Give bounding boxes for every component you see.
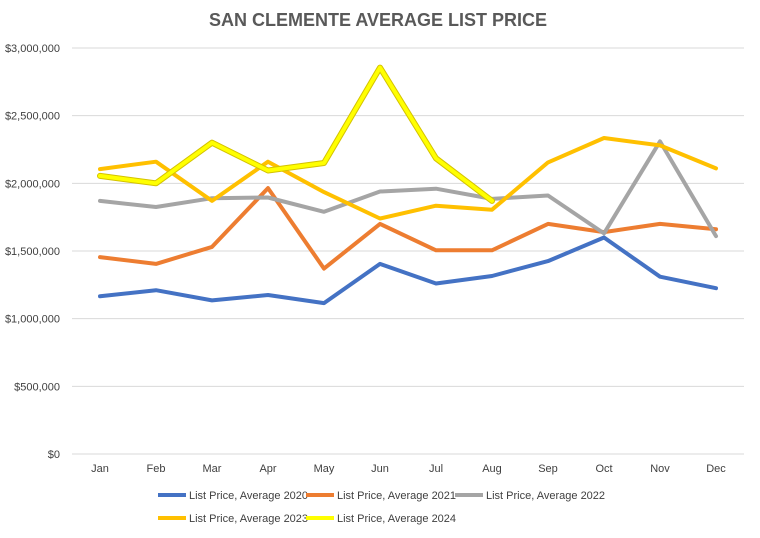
legend-label: List Price, Average 2021: [337, 490, 456, 502]
legend: List Price, Average 2020 List Price, Aver…: [158, 490, 605, 525]
legend-label: List Price, Average 2023: [189, 513, 308, 525]
y-tick-label: $1,000,000: [5, 314, 60, 326]
legend-item: List Price, Average 2021: [306, 490, 456, 502]
legend-label: List Price, Average 2020: [189, 490, 308, 502]
legend-item: List Price, Average 2022: [455, 490, 605, 502]
series-lines: [97, 64, 718, 306]
x-tick-label: Jul: [429, 463, 443, 475]
series-line-3: [98, 139, 718, 239]
x-tick-label: Sep: [538, 463, 558, 475]
legend-label: List Price, Average 2024: [337, 513, 456, 525]
x-tick-label: Mar: [203, 463, 222, 475]
x-axis-tick-labels: Jan Feb Mar Apr May Jun Jul Aug Sep Oct Nov Dec: [91, 463, 726, 475]
x-tick-label: May: [314, 463, 335, 475]
legend-item: List Price, Average 2023: [158, 513, 308, 525]
series-line-2: [98, 186, 718, 271]
x-tick-label: Jun: [371, 463, 389, 475]
x-tick-label: Jan: [91, 463, 109, 475]
x-tick-label: Oct: [595, 463, 612, 475]
legend-item: List Price, Average 2024: [306, 513, 456, 525]
chart-title: SAN CLEMENTE AVERAGE LIST PRICE: [209, 10, 547, 30]
x-tick-label: Apr: [259, 463, 276, 475]
y-tick-label: $3,000,000: [5, 43, 60, 55]
x-tick-label: Feb: [147, 463, 166, 475]
series-line-5: [98, 65, 494, 203]
legend-item: List Price, Average 2020: [158, 490, 308, 502]
y-tick-label: $2,500,000: [5, 111, 60, 123]
y-axis-tick-labels: $0 $500,000 $1,000,000 $1,500,000 $2,000,000…: [5, 43, 60, 461]
legend-label: List Price, Average 2022: [486, 490, 605, 502]
x-tick-label: Dec: [706, 463, 726, 475]
x-tick-label: Nov: [650, 463, 670, 475]
series-line-1: [98, 235, 718, 306]
y-tick-label: $500,000: [14, 381, 60, 393]
y-tick-label: $2,000,000: [5, 178, 60, 190]
y-tick-label: $0: [48, 449, 60, 461]
y-tick-label: $1,500,000: [5, 246, 60, 258]
series-line-4: [98, 136, 718, 221]
x-tick-label: Aug: [482, 463, 502, 475]
